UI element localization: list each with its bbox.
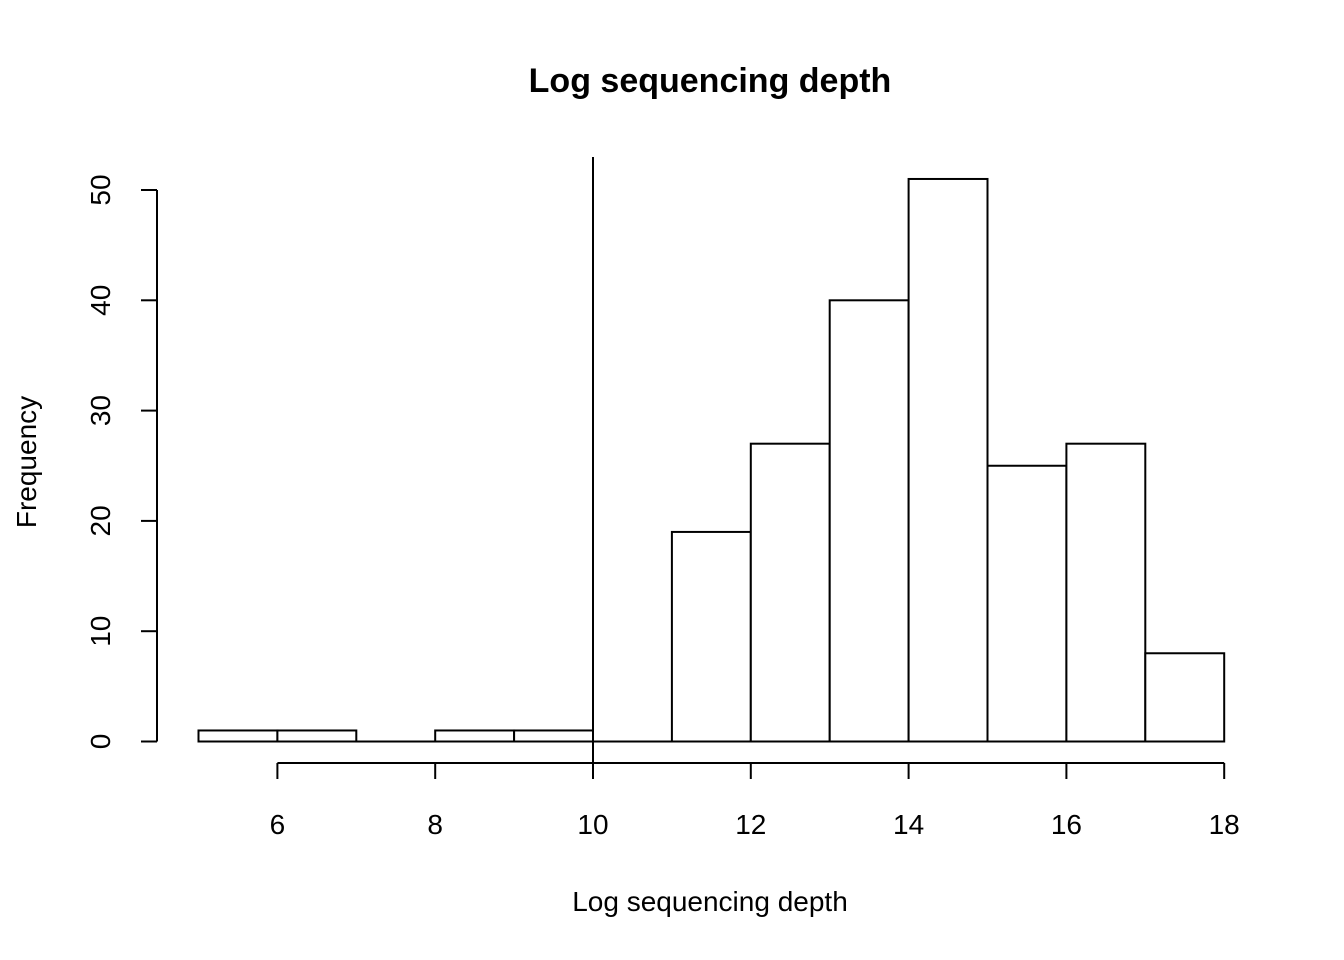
histogram-bar: [986, 464, 1068, 743]
x-tick-label: 16: [1051, 809, 1082, 840]
x-tick-label: 8: [427, 809, 443, 840]
y-axis: 0 10 20 30 40 50: [85, 174, 158, 750]
x-tick-label: 10: [577, 809, 608, 840]
histogram-bar: [1144, 652, 1226, 743]
histogram-bar: [434, 729, 516, 743]
histogram-bar: [513, 729, 594, 743]
y-tick-label: 40: [85, 285, 116, 316]
histogram-bar: [276, 729, 358, 743]
bars-group: [197, 177, 1226, 743]
y-tick-label: 50: [85, 174, 116, 205]
histogram-bar: [828, 299, 910, 743]
x-axis: 6 8 10 12 14 16 18: [270, 762, 1240, 840]
chart-title: Log sequencing depth: [529, 62, 892, 100]
y-tick-label: 0: [85, 734, 116, 750]
histogram-bar: [749, 442, 831, 743]
histogram-bar: [1065, 442, 1147, 743]
x-tick-label: 14: [893, 809, 924, 840]
x-tick-label: 12: [735, 809, 766, 840]
histogram-bar: [197, 729, 279, 743]
y-tick-label: 30: [85, 395, 116, 426]
y-axis-label: Frequency: [11, 396, 42, 528]
x-axis-label: Log sequencing depth: [572, 886, 848, 917]
y-tick-label: 20: [85, 505, 116, 536]
histogram-bar: [670, 530, 752, 743]
histogram-bar: [907, 177, 989, 743]
x-tick-label: 18: [1209, 809, 1240, 840]
x-tick-label: 6: [270, 809, 286, 840]
y-tick-label: 10: [85, 616, 116, 647]
